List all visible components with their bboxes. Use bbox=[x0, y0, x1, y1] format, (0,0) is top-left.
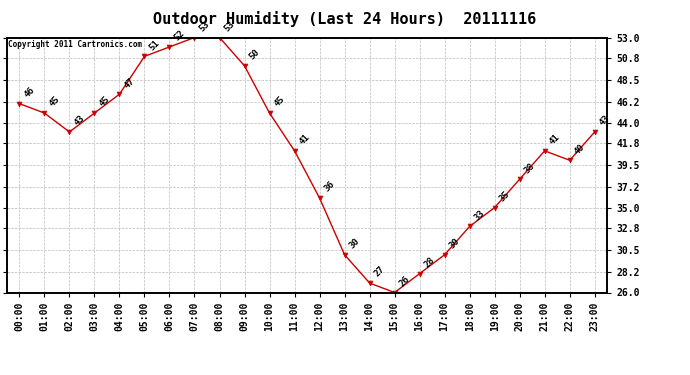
Text: 51: 51 bbox=[147, 38, 161, 52]
Text: 35: 35 bbox=[497, 189, 511, 203]
Text: 46: 46 bbox=[22, 86, 36, 99]
Text: 53: 53 bbox=[197, 20, 211, 33]
Text: 33: 33 bbox=[473, 208, 486, 222]
Text: 36: 36 bbox=[322, 180, 336, 194]
Text: 45: 45 bbox=[273, 95, 286, 109]
Text: 38: 38 bbox=[522, 161, 536, 175]
Text: 43: 43 bbox=[598, 114, 611, 128]
Text: 30: 30 bbox=[447, 237, 462, 250]
Text: 41: 41 bbox=[547, 133, 562, 147]
Text: 43: 43 bbox=[72, 114, 86, 128]
Text: 47: 47 bbox=[122, 76, 136, 90]
Text: 45: 45 bbox=[97, 95, 111, 109]
Text: 40: 40 bbox=[573, 142, 586, 156]
Text: Copyright 2011 Cartronics.com: Copyright 2011 Cartronics.com bbox=[8, 40, 142, 49]
Text: 41: 41 bbox=[297, 133, 311, 147]
Text: Outdoor Humidity (Last 24 Hours)  20111116: Outdoor Humidity (Last 24 Hours) 2011111… bbox=[153, 11, 537, 27]
Text: 45: 45 bbox=[47, 95, 61, 109]
Text: 52: 52 bbox=[172, 29, 186, 43]
Text: 30: 30 bbox=[347, 237, 362, 250]
Text: 26: 26 bbox=[397, 274, 411, 288]
Text: 53: 53 bbox=[222, 20, 236, 33]
Text: 50: 50 bbox=[247, 48, 262, 62]
Text: 28: 28 bbox=[422, 255, 436, 270]
Text: 27: 27 bbox=[373, 265, 386, 279]
